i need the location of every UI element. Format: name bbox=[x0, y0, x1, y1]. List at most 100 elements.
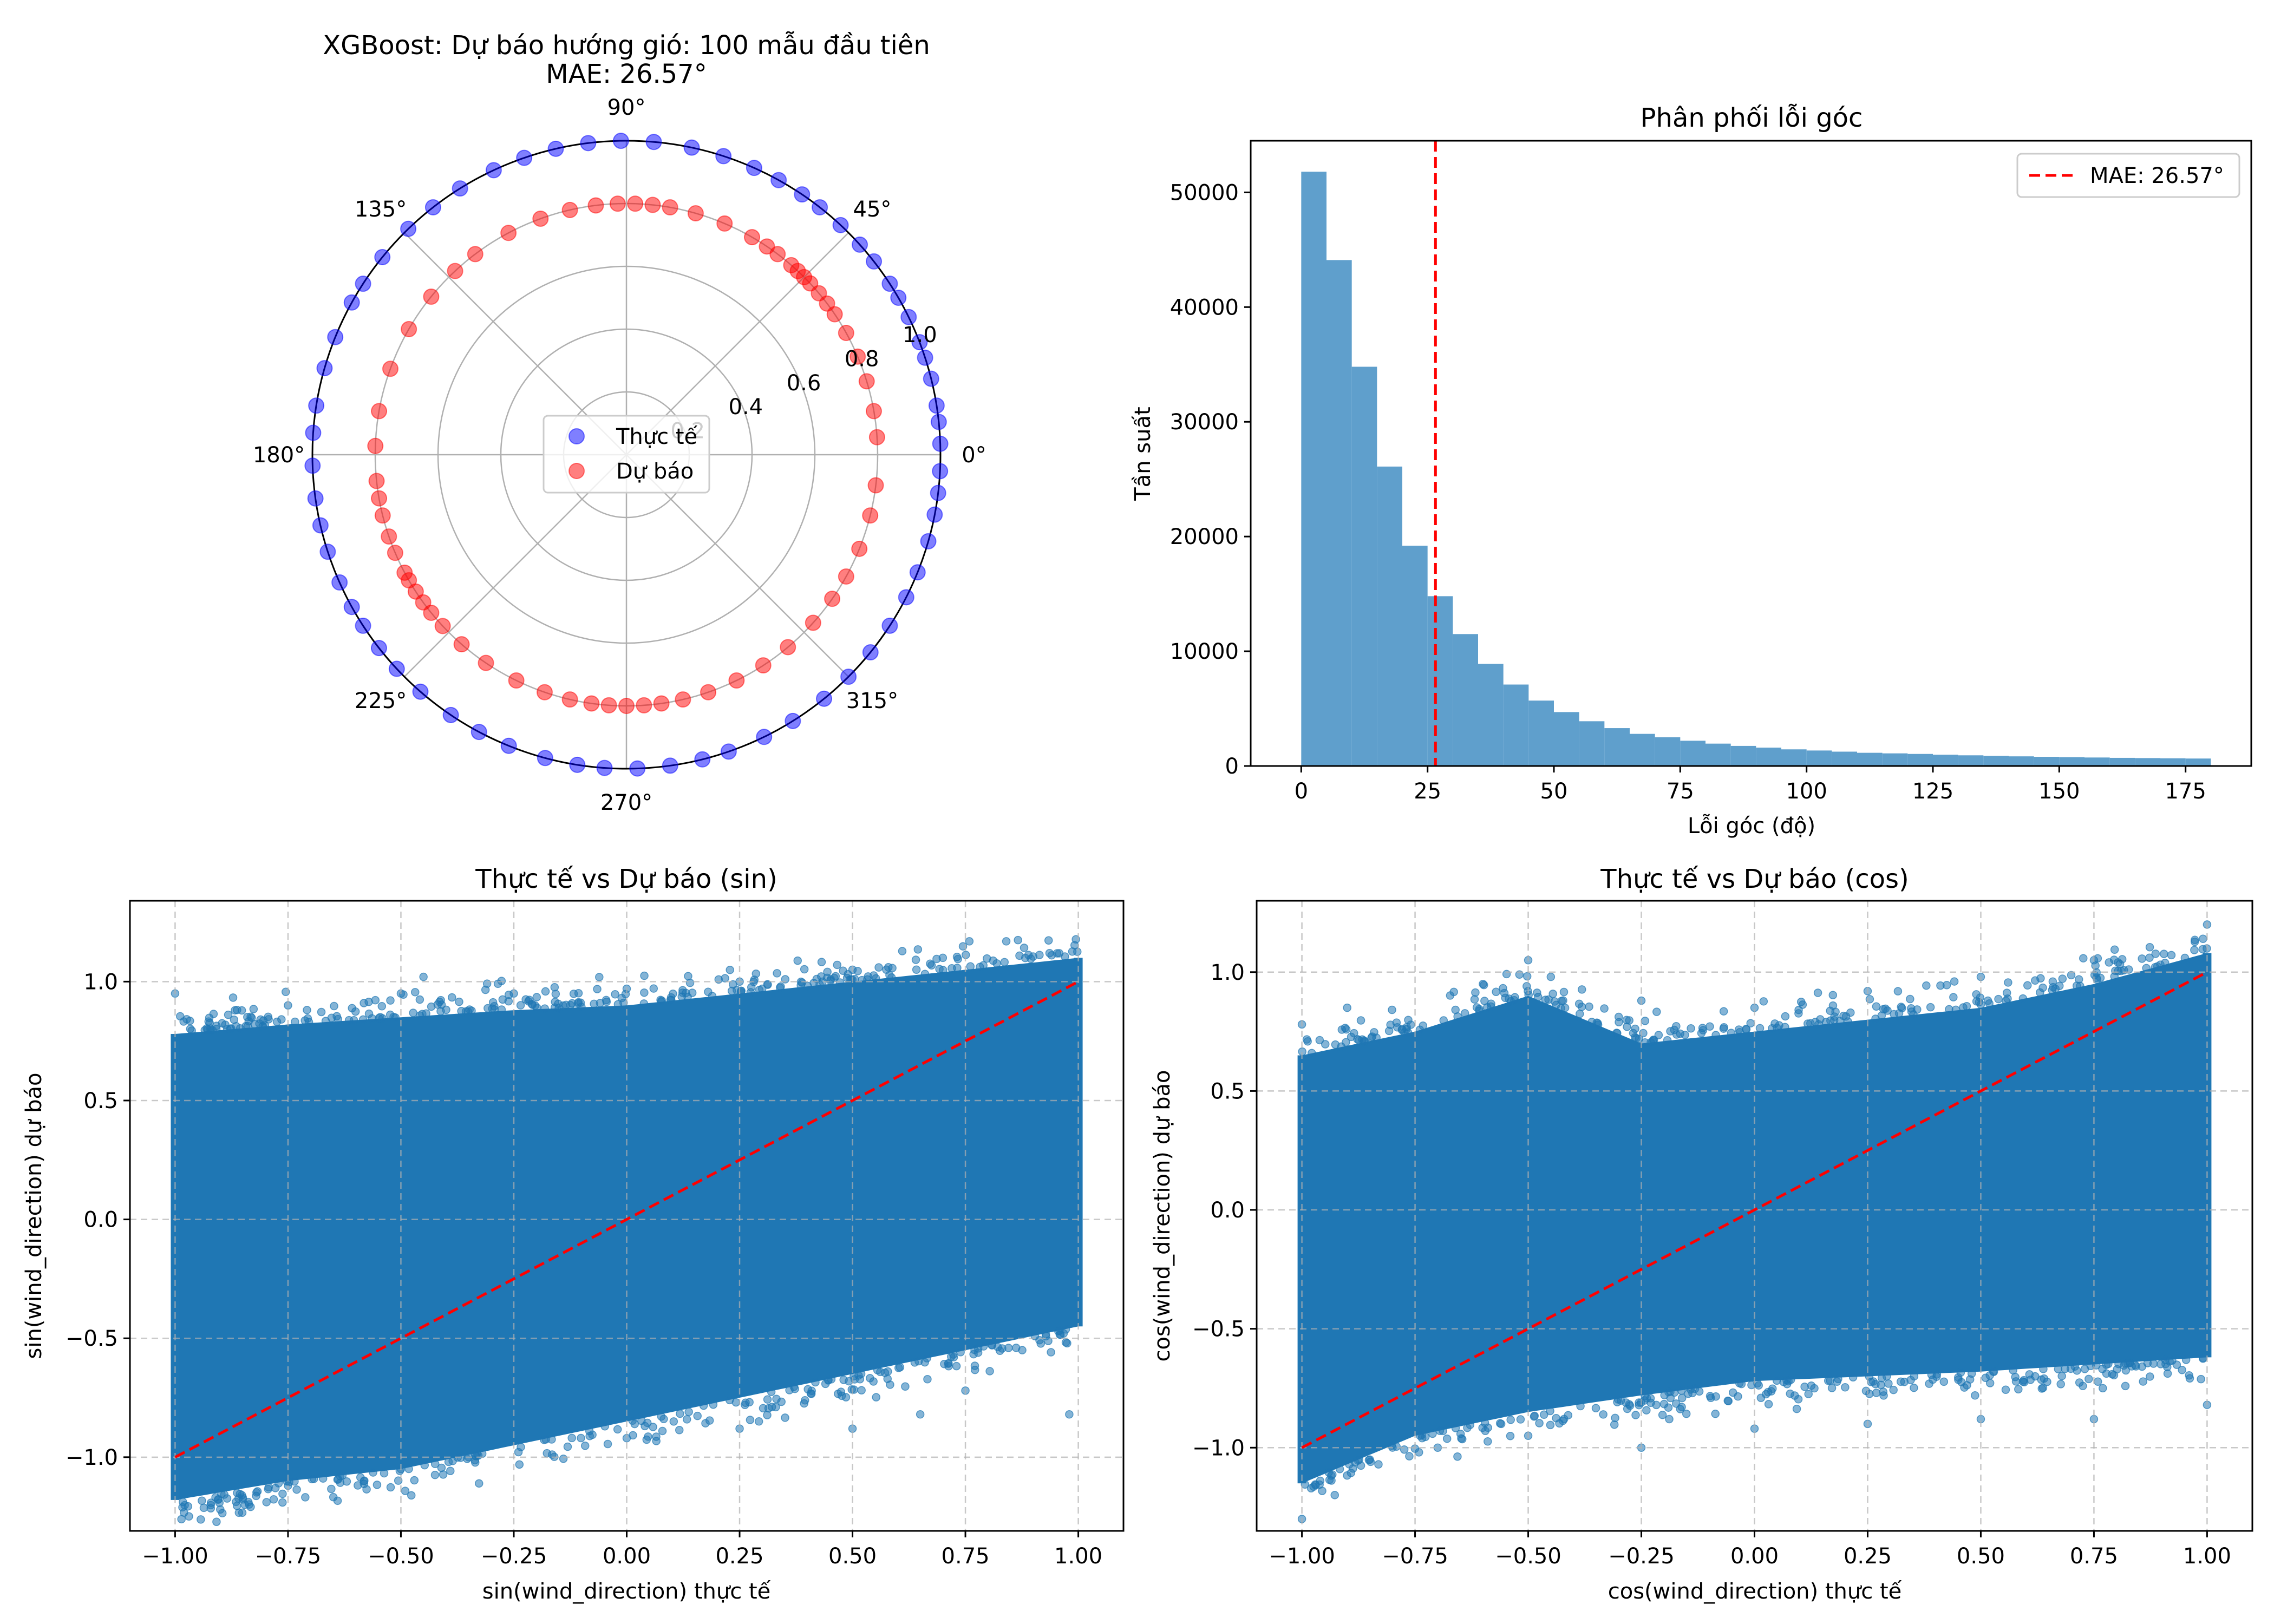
polar-point-actual bbox=[816, 690, 833, 707]
polar-point-predicted bbox=[755, 657, 772, 674]
histogram-chart: Phân phối lỗi góc 0 25 50 75 100 125 150 175 0 10… bbox=[1131, 103, 2252, 839]
scatter-point bbox=[1499, 984, 1507, 993]
scatter-point bbox=[965, 937, 974, 946]
x-tick-label: 0.25 bbox=[1844, 1544, 1892, 1569]
polar-point-predicted bbox=[508, 672, 525, 689]
scatter-point bbox=[329, 1492, 338, 1502]
scatter-point bbox=[264, 1485, 273, 1494]
histogram-bar bbox=[1604, 728, 1630, 766]
scatter-point bbox=[1308, 1049, 1316, 1058]
scatter-point bbox=[253, 1487, 262, 1496]
histogram-title: Phân phối lỗi góc bbox=[1641, 103, 1863, 133]
polar-point-predicted bbox=[371, 403, 388, 420]
scatter-point bbox=[1335, 1464, 1344, 1474]
scatter-point bbox=[278, 1498, 287, 1507]
scatter-point bbox=[644, 1432, 652, 1441]
scatter-point bbox=[1994, 994, 2003, 1004]
y-tick-label: 20000 bbox=[1170, 525, 1239, 549]
x-tick-label: 100 bbox=[1786, 779, 1827, 804]
scatter-point bbox=[2009, 1366, 2017, 1375]
reference-line bbox=[1301, 971, 2208, 1449]
scatter-point bbox=[970, 1361, 979, 1370]
scatter-point bbox=[898, 947, 907, 955]
scatter-point bbox=[1330, 1491, 1339, 1499]
polar-point-actual bbox=[424, 199, 441, 215]
scatter-point bbox=[1781, 1012, 1790, 1021]
scatter-point bbox=[474, 1479, 483, 1488]
scatter-point bbox=[1754, 1381, 1763, 1390]
polar-point-predicted bbox=[780, 639, 796, 656]
histogram-bar bbox=[1756, 748, 1781, 766]
y-tick-label: 0.0 bbox=[1210, 1198, 1245, 1223]
scatter-point bbox=[1763, 1387, 1773, 1397]
scatter-point bbox=[767, 1403, 776, 1411]
polar-point-predicted bbox=[401, 321, 417, 337]
scatter-point bbox=[693, 1411, 702, 1420]
scatter-point bbox=[2114, 958, 2122, 967]
polar-ring bbox=[437, 265, 816, 644]
scatter-point bbox=[896, 1363, 905, 1372]
scatter-point bbox=[444, 1457, 453, 1466]
scatter-point bbox=[979, 961, 988, 970]
scatter-point bbox=[1415, 1025, 1424, 1034]
scatter-point bbox=[600, 1422, 609, 1431]
scatter-point bbox=[1989, 1367, 1998, 1376]
polar-point-predicted bbox=[858, 373, 875, 390]
scatter-point bbox=[1471, 988, 1480, 997]
scatter-point bbox=[2181, 1355, 2191, 1364]
y-tick-label: −0.5 bbox=[1192, 1317, 1245, 1342]
scatter-point bbox=[1495, 1419, 1505, 1428]
scatter-point bbox=[1388, 1005, 1396, 1014]
scatter-point bbox=[1453, 1452, 1462, 1461]
scatter-point bbox=[649, 1423, 657, 1431]
scatter-point bbox=[736, 988, 746, 997]
histogram-bar bbox=[1554, 712, 1579, 766]
sin-ylabel: sin(wind_direction) dự báo bbox=[22, 1073, 47, 1359]
scatter-point bbox=[2145, 953, 2154, 962]
scatter-point bbox=[1828, 1001, 1838, 1010]
polar-point-predicted bbox=[423, 605, 440, 621]
y-tick-label: 50000 bbox=[1170, 180, 1239, 205]
scatter-point bbox=[1484, 1437, 1492, 1446]
y-tick-label: −0.5 bbox=[66, 1326, 118, 1351]
polar-point-actual bbox=[612, 133, 629, 149]
scatter-point bbox=[448, 993, 456, 1002]
scatter-point bbox=[228, 993, 238, 1002]
scatter-edge-column bbox=[171, 1033, 180, 1500]
scatter-point bbox=[1953, 1373, 1963, 1382]
scatter-point bbox=[850, 1372, 858, 1381]
polar-point-predicted bbox=[700, 684, 717, 700]
histogram-bar bbox=[2160, 758, 2186, 766]
scatter-point bbox=[746, 1416, 755, 1424]
scatter-point bbox=[834, 1390, 842, 1398]
scatter-point bbox=[430, 1459, 440, 1469]
scatter-point bbox=[1695, 1387, 1704, 1396]
scatter-point bbox=[1342, 1038, 1350, 1047]
histogram-bar bbox=[1402, 546, 1428, 766]
scatter-point bbox=[223, 1494, 232, 1503]
scatter-point bbox=[1343, 1003, 1351, 1012]
scatter-point bbox=[1501, 993, 1510, 1003]
scatter-point bbox=[2159, 949, 2168, 958]
scatter-point bbox=[940, 1359, 949, 1368]
scatter-point bbox=[874, 963, 883, 972]
y-tick-label: −1.0 bbox=[66, 1445, 118, 1470]
scatter-point bbox=[563, 1442, 572, 1451]
histogram-bar bbox=[2135, 758, 2160, 766]
scatter-point bbox=[410, 1476, 419, 1485]
x-tick-label: −0.50 bbox=[1495, 1544, 1561, 1569]
scatter-point bbox=[430, 1470, 440, 1479]
polar-point-actual bbox=[785, 712, 801, 729]
scatter-point bbox=[966, 962, 975, 971]
scatter-point bbox=[1349, 1464, 1357, 1473]
histogram-bar bbox=[1655, 737, 1681, 766]
histogram-legend-box bbox=[2016, 153, 2240, 198]
scatter-point bbox=[585, 1432, 594, 1440]
scatter-point bbox=[2057, 1372, 2066, 1380]
scatter-point bbox=[446, 1466, 455, 1475]
scatter-point bbox=[2018, 1377, 2028, 1386]
polar-point-actual bbox=[307, 490, 324, 507]
histogram-bar bbox=[2034, 757, 2060, 766]
polar-point-actual bbox=[374, 248, 391, 265]
scatter-point bbox=[1456, 1430, 1465, 1438]
